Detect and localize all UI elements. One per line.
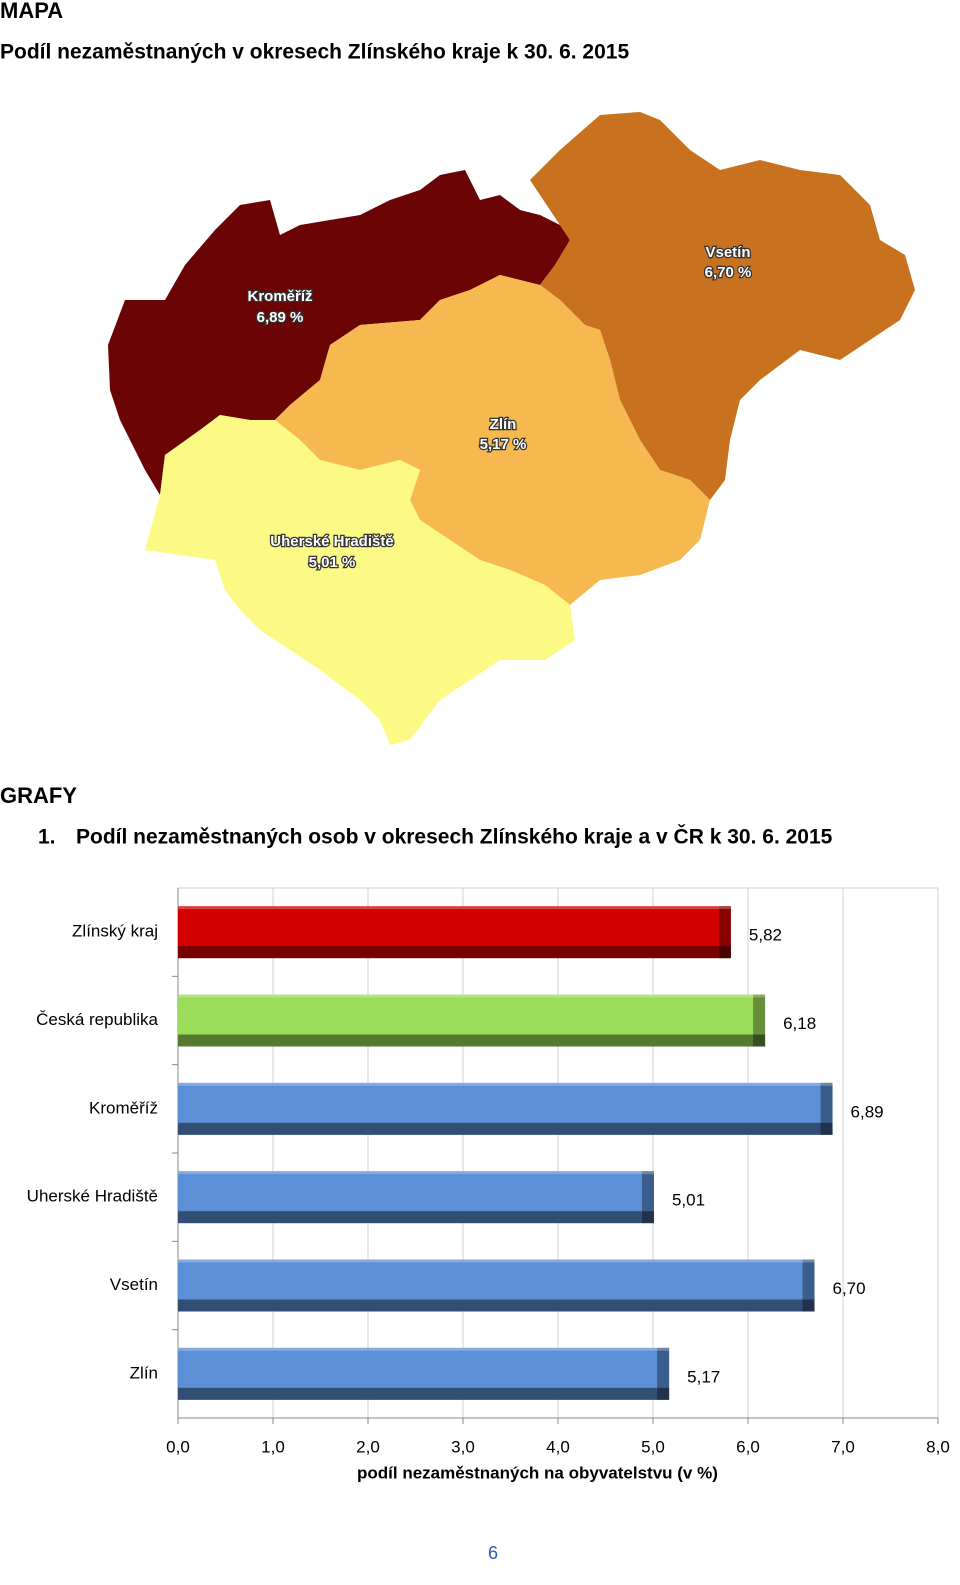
data-label: 5,01 bbox=[672, 1191, 705, 1210]
graphs-heading: GRAFY bbox=[0, 783, 77, 808]
data-label: 6,89 bbox=[851, 1102, 884, 1121]
x-tick-label: 4,0 bbox=[546, 1437, 570, 1456]
region-value: 5,17 % bbox=[480, 436, 527, 453]
x-tick-label: 2,0 bbox=[356, 1437, 380, 1456]
chart: 0,0 1,0 2,0 3,0 4,0 5,0 6,0 7,0 8,0 Zlínský kraj 5… bbox=[27, 887, 950, 1456]
y-tick-label: Vsetín bbox=[110, 1275, 158, 1294]
x-tick-label: 1,0 bbox=[261, 1437, 285, 1456]
graph-number: 1. bbox=[38, 826, 56, 849]
graph-title: Podíl nezaměstnaných osob v okresech Zlí… bbox=[76, 825, 833, 849]
y-tick-label: Zlín bbox=[130, 1363, 158, 1382]
data-label: 6,18 bbox=[783, 1014, 816, 1033]
data-label: 5,82 bbox=[749, 926, 782, 945]
region-name: Uherské Hradiště bbox=[270, 533, 393, 550]
region bbox=[275, 275, 710, 605]
region-name: Kroměříž bbox=[247, 288, 312, 305]
region-name: Zlín bbox=[490, 416, 517, 433]
region bbox=[108, 170, 570, 495]
y-tick-label: Zlínský kraj bbox=[72, 922, 158, 941]
bar bbox=[178, 994, 766, 1047]
region bbox=[145, 415, 575, 745]
region-value: 6,89 % bbox=[257, 309, 304, 326]
y-tick-label: Uherské Hradiště bbox=[27, 1187, 158, 1206]
bar bbox=[178, 1171, 654, 1224]
x-tick-label: 3,0 bbox=[451, 1437, 475, 1456]
region bbox=[530, 112, 915, 500]
page-number: 6 bbox=[488, 1543, 498, 1563]
y-tick-label: Kroměříž bbox=[89, 1098, 158, 1117]
bar bbox=[178, 1082, 833, 1135]
x-tick-label: 6,0 bbox=[736, 1437, 760, 1456]
map: Kroměříž 6,89 % Vsetín 6,70 % Zlín 5,17 … bbox=[108, 112, 915, 745]
region-value: 5,01 % bbox=[309, 554, 356, 571]
bar bbox=[178, 1259, 815, 1312]
x-tick-label: 5,0 bbox=[641, 1437, 665, 1456]
x-tick-label: 7,0 bbox=[831, 1437, 855, 1456]
data-label: 6,70 bbox=[833, 1279, 866, 1298]
region-name: Vsetín bbox=[705, 244, 750, 261]
region-value: 6,70 % bbox=[705, 264, 752, 281]
data-label: 5,17 bbox=[687, 1367, 720, 1386]
bar bbox=[178, 1347, 670, 1400]
bar bbox=[178, 906, 731, 959]
map-heading: MAPA bbox=[0, 0, 63, 23]
x-tick-label: 0,0 bbox=[166, 1437, 190, 1456]
map-title: Podíl nezaměstnaných v okresech Zlínskéh… bbox=[0, 41, 629, 64]
x-tick-label: 8,0 bbox=[926, 1437, 950, 1456]
x-axis-label: podíl nezaměstnaných na obyvatelstvu (v … bbox=[357, 1463, 718, 1482]
y-tick-label: Česká republika bbox=[36, 1010, 158, 1029]
